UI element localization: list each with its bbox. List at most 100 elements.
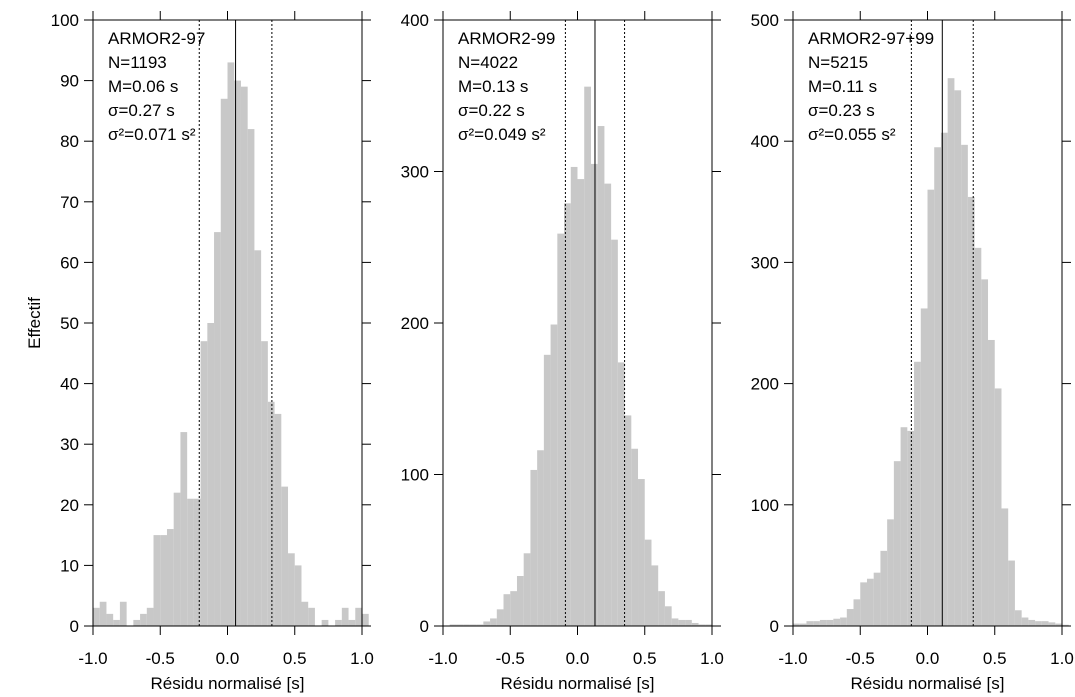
y-tick-label: 0	[70, 617, 79, 636]
y-tick-label: 50	[60, 314, 79, 333]
histogram-bar	[590, 163, 598, 627]
histogram-bar	[523, 553, 531, 626]
histogram-bar	[476, 624, 484, 626]
histogram-bar	[463, 624, 470, 626]
histogram-bar	[988, 339, 995, 626]
histogram-bar	[247, 129, 255, 626]
x-axis-label: Résidu normalisé [s]	[150, 674, 304, 693]
histogram-bar	[321, 619, 329, 626]
histogram-bar	[940, 132, 948, 626]
histogram-bar	[119, 601, 127, 626]
histogram-bar	[981, 279, 989, 626]
histogram-bar	[1014, 610, 1022, 626]
y-tick-label: 400	[751, 132, 779, 151]
histogram-bar	[106, 613, 114, 626]
x-tick-label: -1.0	[778, 649, 807, 668]
histogram-bar	[240, 86, 248, 626]
histogram-bar	[146, 607, 154, 626]
y-tick-label: 80	[60, 132, 79, 151]
histogram-bar	[301, 601, 309, 626]
histogram-bar	[806, 621, 814, 626]
histogram-bar	[166, 529, 174, 626]
histogram-bar	[1041, 621, 1049, 626]
histogram-bar	[274, 413, 282, 626]
histogram-bar	[638, 479, 645, 626]
x-tick-label: 0.5	[983, 649, 1007, 668]
histogram-bar	[294, 565, 302, 626]
histogram-bar	[227, 62, 235, 627]
histogram-bar	[577, 179, 585, 626]
histogram-bar	[914, 361, 921, 626]
histogram-bar	[220, 98, 228, 626]
histogram-bar	[254, 250, 262, 626]
histogram-bar	[564, 203, 571, 626]
histogram-bar	[214, 232, 221, 626]
histogram-bar	[281, 486, 289, 626]
y-tick-label: 400	[401, 11, 429, 30]
x-tick-label: 0.0	[916, 649, 940, 668]
histogram-panel-1: -1.0 -0.5 0.0 0.5 1.0 0 10 20 30 40 50 60 70 80 90 100 R…	[51, 11, 374, 693]
histogram-bar	[604, 183, 612, 626]
histogram-bar	[967, 196, 975, 626]
histogram-bar	[927, 189, 935, 626]
histogram-bar	[537, 450, 544, 626]
histogram-bar	[550, 324, 558, 626]
histogram-bar	[99, 601, 107, 626]
histogram-bar	[510, 591, 517, 626]
histogram-bar	[557, 233, 565, 627]
histogram-bar	[496, 609, 504, 626]
histogram-bar	[846, 609, 854, 626]
histogram-bar	[819, 619, 827, 626]
histogram-bar	[530, 469, 538, 626]
histogram-bar	[193, 498, 201, 626]
histogram-bar	[341, 607, 349, 626]
histogram-bar	[207, 323, 215, 626]
x-tick-label: -1.0	[78, 649, 107, 668]
x-tick-label: 0.5	[633, 649, 657, 668]
histogram-bar	[900, 427, 908, 626]
histogram-bar	[624, 415, 632, 626]
stats-annotation: ARMOR2-97+99	[808, 29, 934, 48]
histogram-bar	[826, 619, 834, 626]
histogram-bar	[644, 539, 652, 626]
y-tick-label: 40	[60, 375, 79, 394]
x-tick-label: 0.5	[283, 649, 307, 668]
y-tick-label: 100	[401, 466, 429, 485]
histogram-bar	[920, 308, 928, 626]
histogram-bar	[469, 624, 477, 626]
y-tick-label: 20	[60, 496, 79, 515]
histogram-bar	[1048, 622, 1056, 626]
histogram-bar	[880, 550, 888, 626]
y-tick-label: 0	[420, 617, 429, 636]
x-axis-label: Résidu normalisé [s]	[850, 674, 1004, 693]
y-tick-label: 200	[401, 314, 429, 333]
histogram-bar	[658, 591, 665, 626]
stats-annotation: σ²=0.049 s²	[458, 125, 546, 144]
histogram-bar	[671, 618, 679, 626]
histogram-bar	[234, 80, 241, 627]
histogram-bar	[483, 621, 491, 626]
y-tick-label: 60	[60, 253, 79, 272]
histogram-bar	[994, 388, 1002, 626]
histogram-bar	[678, 619, 686, 626]
histogram-bar	[516, 576, 524, 626]
histogram-bar	[133, 619, 141, 626]
histogram-bar	[93, 607, 100, 626]
histogram-bar	[1055, 623, 1062, 626]
histogram-bar	[860, 582, 867, 626]
stats-annotation: σ=0.23 s	[808, 101, 875, 120]
histogram-bar	[691, 622, 699, 626]
histogram-bar	[267, 401, 275, 626]
y-tick-label: 500	[751, 11, 779, 30]
histogram-bar	[456, 624, 464, 626]
histogram-bar	[651, 565, 659, 626]
histogram-bar	[160, 535, 167, 626]
panels: -1.0 -0.5 0.0 0.5 1.0 0 10 20 30 40 50 60 70 80 90 100 R…	[51, 11, 1074, 693]
histogram-bar	[449, 624, 457, 626]
stats-annotation: σ=0.27 s	[108, 101, 175, 120]
y-tick-label: 100	[751, 496, 779, 515]
histogram-bar	[1035, 621, 1042, 626]
histogram-bar	[954, 90, 962, 626]
histogram-bar	[873, 572, 881, 626]
